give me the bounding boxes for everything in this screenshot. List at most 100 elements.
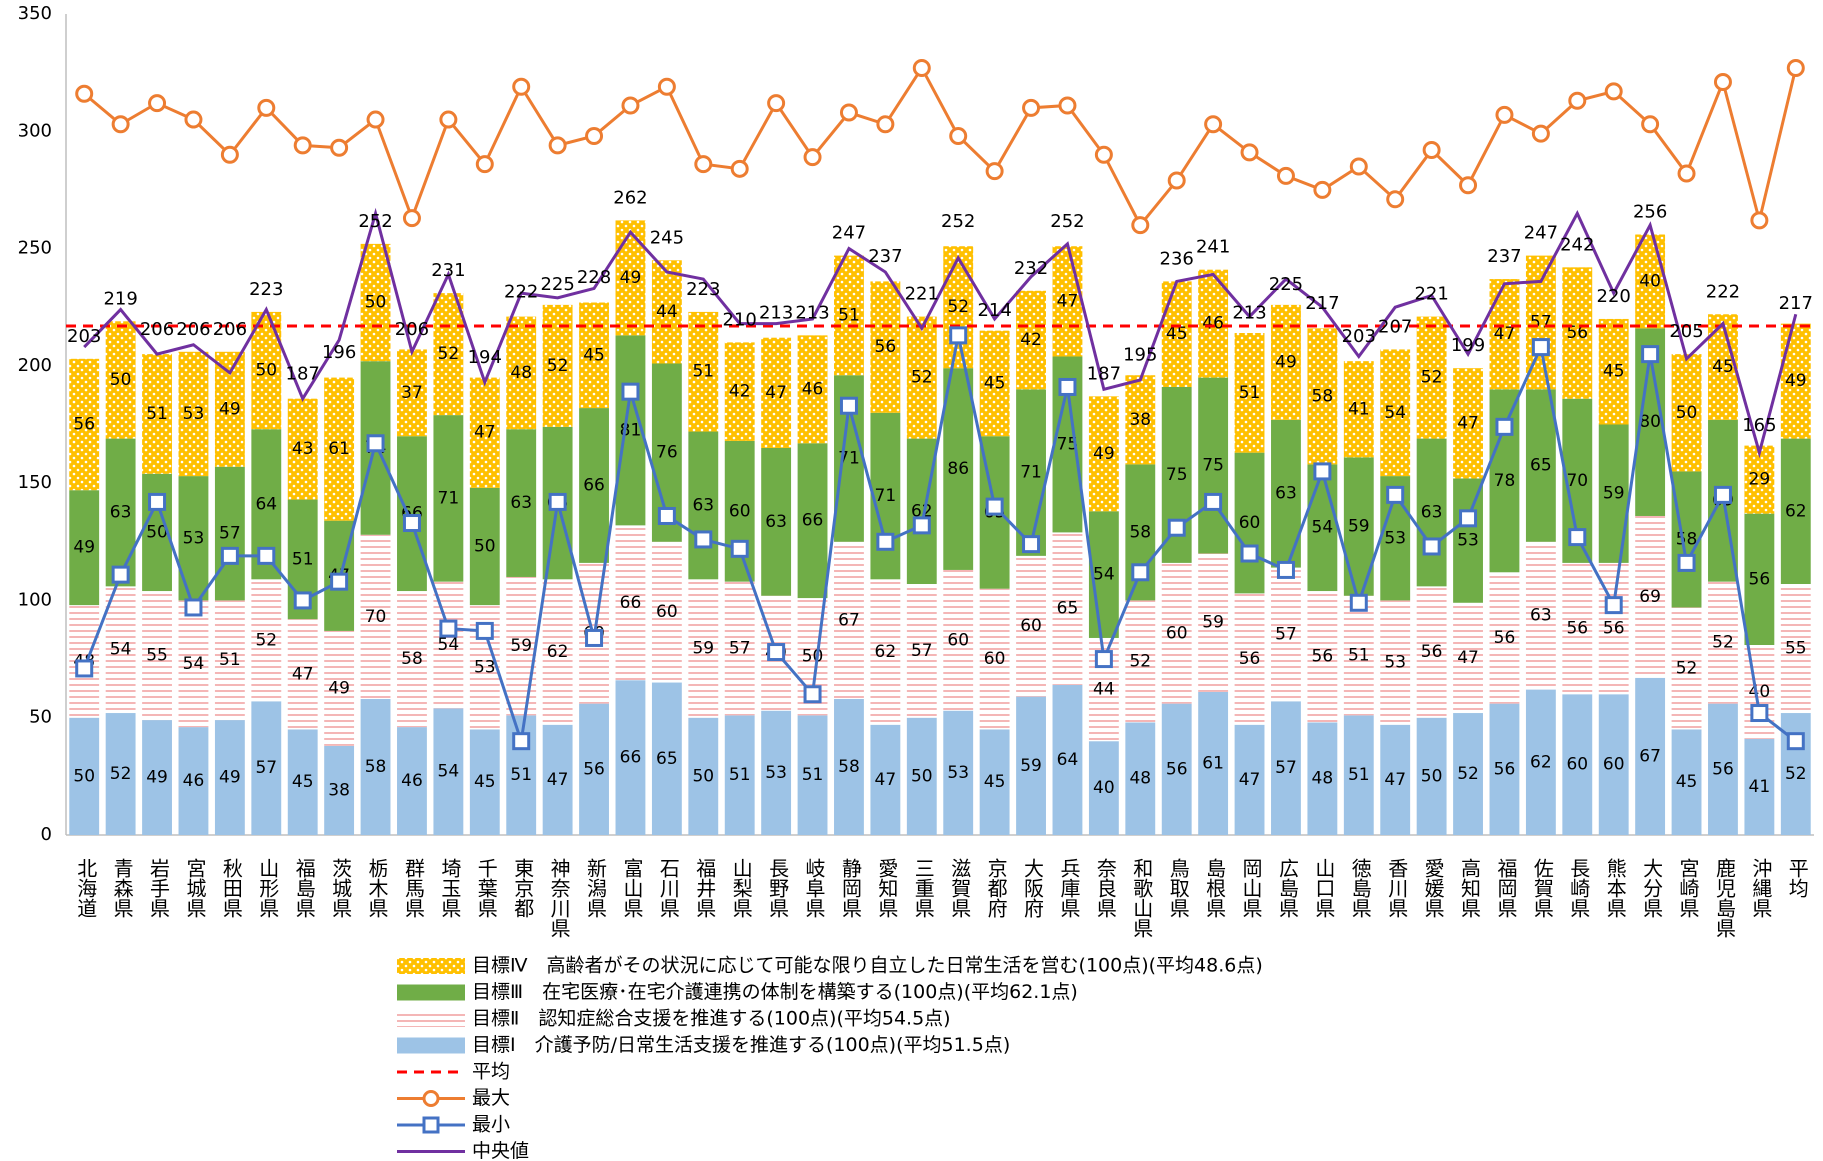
value-label: 58	[365, 757, 387, 777]
marker	[1386, 485, 1405, 504]
bar-segment	[1416, 438, 1447, 587]
bar-segment	[834, 541, 864, 699]
marker	[148, 94, 167, 113]
value-label: 51	[510, 765, 532, 785]
value-label: 52	[911, 368, 933, 388]
value-label: 70	[365, 607, 387, 627]
marker	[1131, 563, 1150, 582]
bar-segment	[1161, 562, 1192, 704]
value-label: 47	[474, 423, 496, 443]
bar-segment	[1088, 741, 1119, 835]
bar-segment	[797, 335, 828, 444]
value-label: 52	[1676, 658, 1698, 678]
bar-segment	[1598, 694, 1629, 835]
value-label: 54	[438, 635, 460, 655]
bar-segment	[1271, 567, 1301, 702]
x-tick-label: 愛知県	[875, 858, 899, 918]
value-label: 56	[875, 337, 897, 357]
bar-segment	[178, 600, 209, 728]
bar-segment	[1271, 701, 1301, 835]
total-label: 247	[832, 223, 866, 244]
bar-segment	[1052, 684, 1083, 835]
bar-segment	[69, 717, 100, 835]
marker	[111, 115, 130, 134]
value-label: 49	[1785, 371, 1807, 391]
value-label: 75	[1166, 465, 1188, 485]
marker	[1459, 176, 1478, 195]
value-label: 67	[1639, 746, 1661, 766]
x-tick-label: 長野県	[766, 858, 790, 918]
value-label: 51	[838, 305, 860, 325]
total-label: 256	[1633, 201, 1667, 222]
legend-label: 中央値	[472, 1140, 529, 1161]
x-tick-label: 山梨県	[729, 858, 753, 918]
value-label: 47	[547, 770, 569, 790]
value-label: 49	[146, 768, 168, 788]
marker	[1422, 537, 1441, 556]
bar-segment	[870, 281, 901, 413]
marker	[475, 621, 494, 640]
value-label: 54	[1093, 565, 1115, 585]
bar-segment	[105, 713, 136, 835]
total-label: 217	[1779, 293, 1813, 314]
value-label: 51	[1348, 646, 1370, 666]
value-label: 57	[911, 641, 933, 661]
bar-segment	[761, 710, 792, 835]
bar-segment	[1380, 349, 1411, 477]
value-label: 44	[656, 302, 678, 322]
marker	[366, 110, 385, 129]
bar-segment	[834, 255, 864, 376]
value-label: 50	[110, 370, 132, 390]
value-label: 65	[1057, 599, 1079, 619]
x-tick-label: 栃木県	[365, 858, 389, 918]
value-label: 56	[583, 759, 605, 779]
bar-segment	[651, 541, 682, 683]
bar-segment	[360, 243, 391, 362]
marker	[1276, 166, 1295, 185]
bar-segment	[1016, 389, 1046, 556]
value-label: 45	[1712, 357, 1734, 377]
total-label: 214	[977, 300, 1011, 321]
value-label: 51	[1239, 383, 1261, 403]
x-tick-label: 鹿児島県	[1712, 858, 1736, 938]
marker	[330, 572, 349, 591]
bar-segment	[1052, 532, 1083, 685]
marker	[1022, 535, 1041, 554]
bar-segment	[1671, 607, 1702, 730]
marker	[1058, 377, 1077, 396]
total-label: 222	[504, 281, 538, 302]
bar-segment	[105, 321, 136, 439]
legend-swatch	[397, 1011, 465, 1027]
x-tick-label: 岐阜県	[802, 858, 826, 918]
x-tick-label: 京都府	[984, 858, 1008, 918]
bar-segment	[870, 412, 901, 580]
bar-segment	[1416, 586, 1447, 718]
bar-segment	[724, 440, 755, 582]
legend-swatch	[397, 958, 465, 974]
bar-segment	[1671, 354, 1702, 472]
value-label: 57	[219, 524, 241, 544]
marker	[75, 659, 94, 678]
x-tick-label: 北海道	[74, 858, 98, 918]
bar-segment	[834, 698, 864, 835]
marker	[1094, 650, 1113, 669]
total-label: 203	[67, 326, 101, 347]
marker	[475, 155, 494, 174]
value-label: 63	[1275, 484, 1297, 504]
marker	[1677, 164, 1696, 183]
value-label: 64	[1057, 750, 1079, 770]
bar-segment	[615, 680, 646, 835]
value-label: 47	[1494, 324, 1516, 344]
value-label: 38	[328, 780, 350, 800]
value-label: 60	[1566, 755, 1588, 775]
value-label: 53	[1457, 531, 1479, 551]
value-label: 80	[1639, 412, 1661, 432]
bar-segment	[178, 351, 209, 477]
value-label: 56	[1603, 619, 1625, 639]
value-label: 59	[510, 636, 532, 656]
total-label: 203	[1342, 326, 1376, 347]
marker	[402, 514, 421, 533]
bar-segment	[943, 246, 974, 369]
marker	[803, 685, 822, 704]
total-label: 247	[1524, 223, 1558, 244]
